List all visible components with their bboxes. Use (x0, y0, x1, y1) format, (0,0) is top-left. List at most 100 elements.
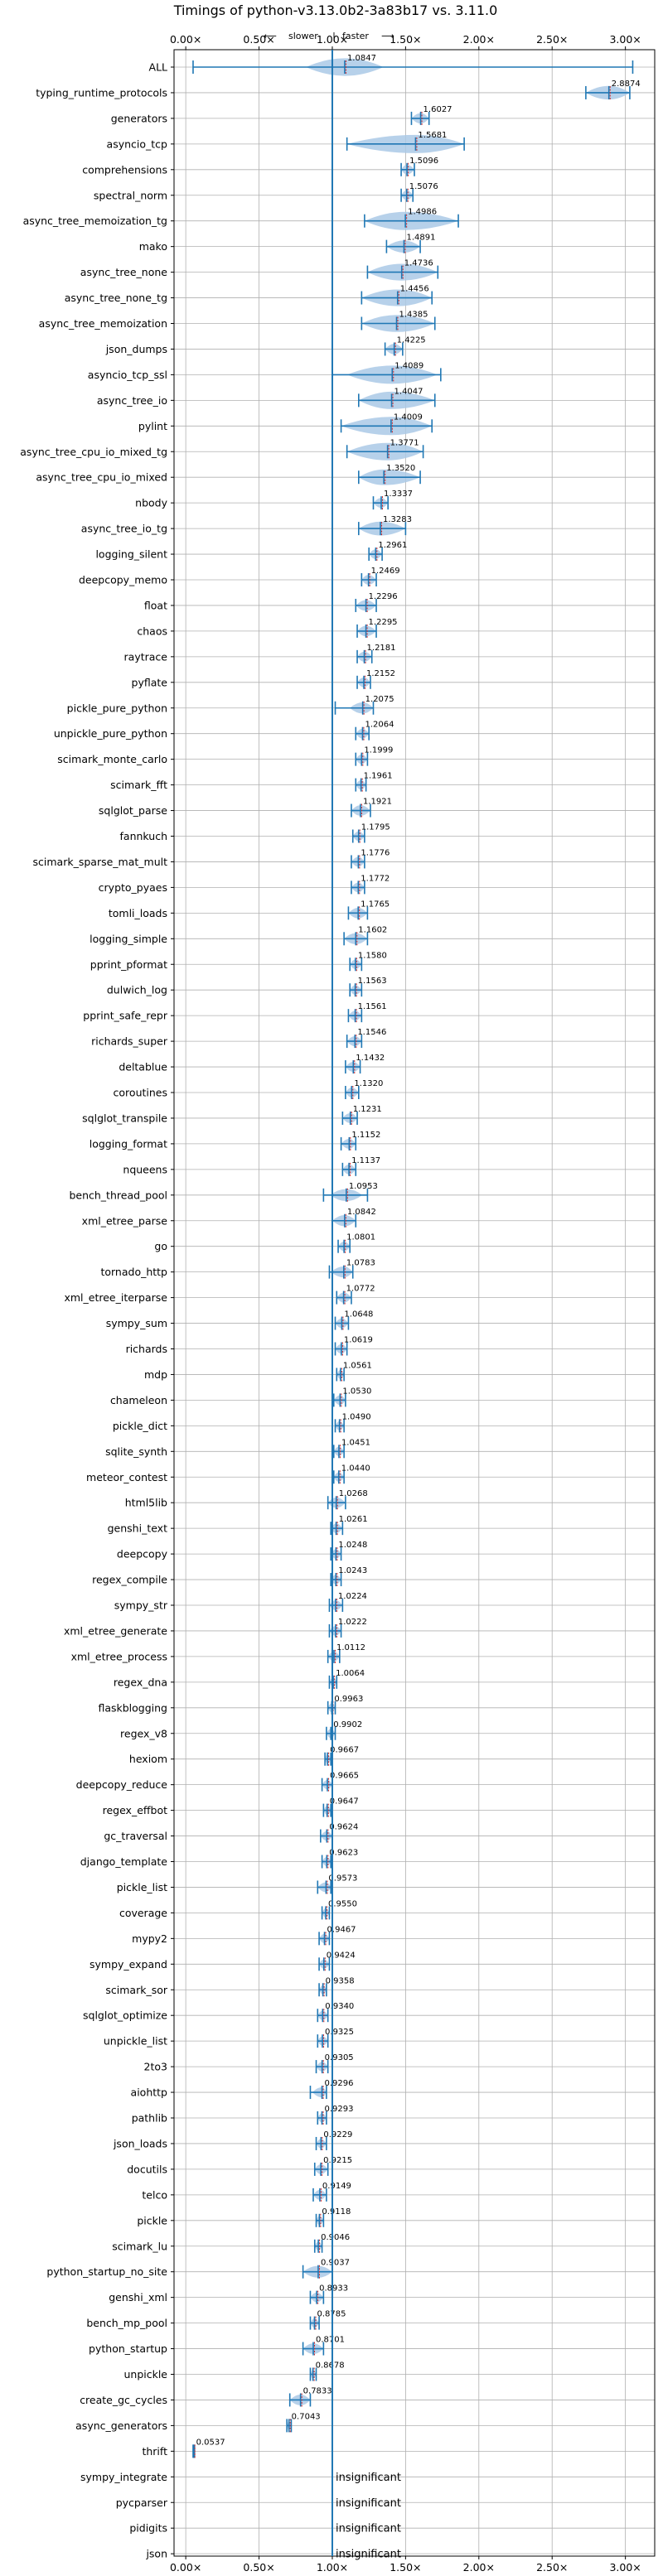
category-label: comprehensions (82, 163, 167, 176)
category-label: sqlite_synth (105, 1445, 167, 1458)
category-label: xml_etree_parse (82, 1214, 168, 1227)
category-label: async_tree_none_tg (65, 292, 167, 304)
value-label: 1.0440 (341, 1464, 370, 1473)
tick-label-top-6: 3.00× (609, 33, 641, 46)
value-label: 1.0451 (341, 1438, 370, 1447)
value-label: 1.6027 (423, 105, 452, 114)
value-label: 1.1320 (354, 1079, 383, 1088)
category-label: scimark_monte_carlo (57, 753, 167, 765)
category-label: meteor_contest (86, 1471, 167, 1483)
category-label: go (154, 1240, 167, 1252)
value-label: 0.9573 (328, 1874, 357, 1883)
category-label: pickle_dict (113, 1420, 167, 1432)
category-label: generators (111, 112, 167, 124)
hint-separator: | (332, 31, 336, 41)
value-label: 1.5681 (418, 131, 447, 140)
value-label: 1.0842 (347, 1208, 376, 1217)
value-label: 0.8701 (316, 2336, 345, 2345)
category-label: richards_super (91, 1035, 168, 1048)
hint-right-arrow: ⟶ (381, 31, 394, 41)
category-label: typing_runtime_protocols (36, 86, 167, 99)
category-label: create_gc_cycles (80, 2394, 167, 2406)
value-label: 0.9623 (329, 1849, 358, 1858)
category-label: pprint_pformat (90, 958, 167, 971)
value-label: 1.0561 (343, 1361, 372, 1370)
category-label: docutils (127, 2163, 167, 2175)
value-label: 1.0243 (338, 1566, 367, 1575)
value-label: 0.9424 (327, 1951, 356, 1960)
value-label: 1.2296 (369, 592, 398, 601)
insignificant-label: insignificant (336, 2472, 401, 2484)
value-label: 0.7043 (292, 2412, 321, 2421)
hint-left-arrow: ⟵ (264, 31, 277, 41)
category-label: thrift (142, 2445, 167, 2458)
hint-faster-label: faster (342, 31, 369, 41)
value-label: 1.0801 (346, 1233, 375, 1242)
insignificant-label: insignificant (336, 2497, 401, 2510)
category-label: async_tree_none (80, 266, 168, 278)
category-label: html5lib (125, 1497, 167, 1509)
category-label: pycparser (116, 2496, 168, 2509)
value-label: 1.1137 (351, 1156, 380, 1165)
value-label: 1.0648 (344, 1310, 373, 1319)
value-label: 0.9467 (327, 1925, 356, 1934)
category-label: gc_traversal (104, 1830, 167, 1842)
category-label: chameleon (110, 1394, 167, 1406)
category-label: genshi_xml (109, 2291, 167, 2303)
category-label: deepcopy_reduce (76, 1778, 168, 1791)
category-label: regex_v8 (120, 1727, 167, 1739)
tick-label-bottom-3: 1.50× (390, 2561, 421, 2574)
category-label: logging_simple (90, 933, 167, 945)
value-label: 1.0530 (342, 1387, 371, 1396)
value-label: 1.0222 (338, 1618, 367, 1627)
value-label: 1.0261 (339, 1515, 368, 1524)
category-label: asyncio_tcp (107, 137, 168, 150)
category-label: django_template (80, 1855, 168, 1868)
category-label: async_tree_io_tg (81, 523, 167, 535)
value-label: 0.9037 (321, 2259, 350, 2268)
value-label: 1.1152 (351, 1131, 380, 1140)
category-label: regex_compile (92, 1574, 167, 1586)
value-label: 0.9624 (329, 1823, 358, 1832)
value-label: 0.9358 (326, 1976, 355, 1985)
value-label: 1.2064 (365, 721, 394, 730)
category-label: pickle_list (117, 1881, 167, 1893)
value-label: 0.9215 (323, 2156, 352, 2165)
category-label: json_loads (113, 2137, 167, 2149)
category-label: coroutines (114, 1087, 167, 1099)
value-label: 0.8933 (319, 2284, 348, 2294)
value-label: 0.9229 (323, 2130, 352, 2139)
category-label: aiohttp (131, 2086, 168, 2099)
category-label: coverage (119, 1907, 167, 1919)
category-label: hexiom (129, 1753, 167, 1765)
value-label: 1.4089 (394, 361, 423, 370)
category-label: async_tree_cpu_io_mixed_tg (20, 446, 167, 458)
value-label: 1.0490 (342, 1412, 371, 1421)
category-label: flaskblogging (98, 1701, 167, 1714)
value-label: 0.9667 (330, 1746, 359, 1755)
value-label: 0.9963 (334, 1695, 363, 1704)
value-label: 1.1231 (353, 1105, 382, 1114)
value-label: 1.1961 (364, 772, 393, 781)
violins (192, 58, 630, 2456)
category-label: mako (139, 240, 167, 253)
category-label: mypy2 (132, 1932, 167, 1945)
marks (192, 60, 634, 2458)
category-label: async_tree_memoization (39, 317, 167, 330)
category-label: genshi_text (108, 1522, 167, 1535)
hint-slower-label: slower (288, 31, 318, 41)
category-label: crypto_pyaes (99, 881, 167, 894)
labels: ALL 1.0847 typing_runtime_protocols 2.8874 g… (20, 54, 640, 2561)
chart-title: Timings of python-v3.13.0b2-3a83b17 vs. … (173, 2, 498, 18)
category-label: telco (142, 2188, 167, 2201)
category-label: ALL (149, 61, 168, 74)
value-label: 1.4456 (400, 285, 429, 294)
value-label: 1.0248 (338, 1541, 367, 1550)
value-label: 1.3520 (386, 464, 415, 473)
value-label: 1.0619 (344, 1336, 373, 1345)
category-label: async_tree_cpu_io_mixed (36, 471, 167, 484)
category-label: deltablue (119, 1061, 167, 1073)
value-label: 1.0112 (336, 1643, 365, 1652)
tick-label-bottom-6: 3.00× (609, 2561, 641, 2574)
